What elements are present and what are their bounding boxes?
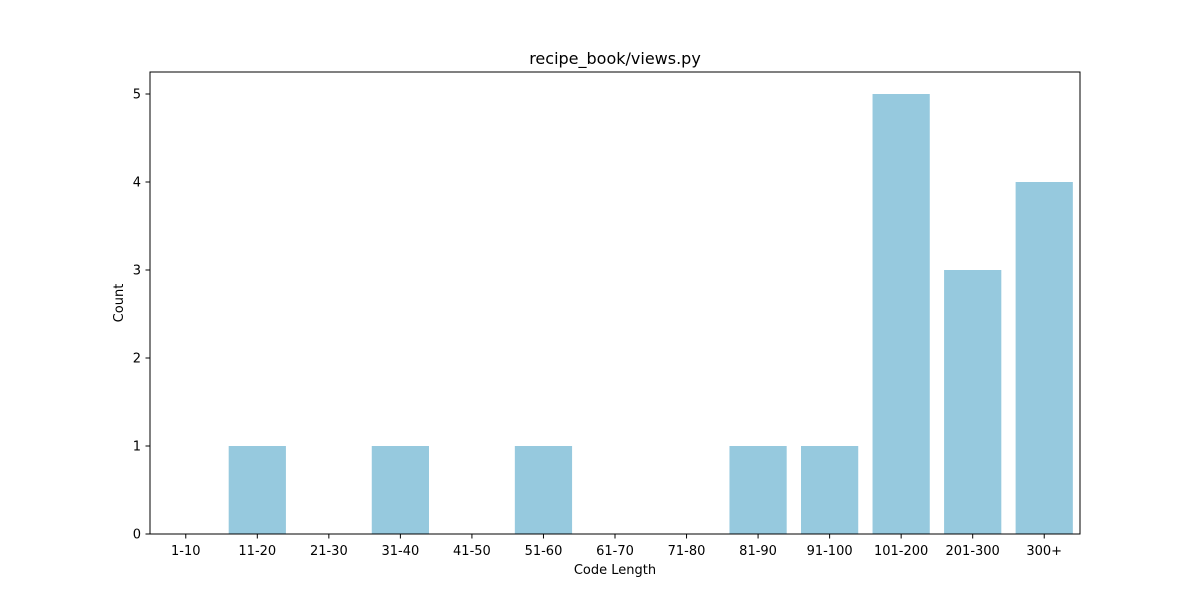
y-axis-label: Count [112, 284, 127, 323]
x-tick-label: 91-100 [807, 544, 853, 559]
x-tick-label: 101-200 [874, 544, 928, 559]
bar-91-100 [801, 446, 859, 534]
bar-101-200 [872, 94, 930, 534]
x-tick-label: 31-40 [381, 544, 419, 559]
bars-layer [228, 94, 1073, 534]
y-tick-label: 1 [133, 440, 141, 455]
x-tick-label: 11-20 [238, 544, 276, 559]
y-tick-label: 2 [133, 352, 141, 367]
x-tick-label: 201-300 [946, 544, 1000, 559]
x-tick-label: 81-90 [739, 544, 777, 559]
x-tick-label: 300+ [1026, 544, 1062, 559]
bar-51-60 [514, 446, 573, 534]
y-axis: 0 1 2 3 4 5 [133, 88, 150, 543]
bar-201-300 [944, 270, 1002, 534]
x-tick-label: 41-50 [453, 544, 491, 559]
chart-title: recipe_book/views.py [529, 49, 701, 69]
x-tick-label: 1-10 [171, 544, 201, 559]
y-tick-label: 5 [133, 88, 141, 103]
y-tick-label: 4 [133, 176, 141, 191]
x-tick-label: 51-60 [525, 544, 563, 559]
plot-area-frame [149, 71, 1081, 535]
bar-11-20 [228, 446, 286, 534]
bar-300+ [1015, 182, 1073, 534]
y-tick-label: 0 [133, 528, 141, 543]
bar-31-40 [371, 446, 429, 534]
x-tick-label: 21-30 [310, 544, 348, 559]
x-tick-label: 71-80 [668, 544, 706, 559]
y-tick-label: 3 [133, 264, 141, 279]
x-tick-label: 61-70 [596, 544, 634, 559]
x-axis: 1-10 11-20 21-30 31-40 41-50 51-60 61-70 71-80 8… [171, 534, 1062, 559]
x-axis-label: Code Length [574, 563, 656, 578]
bar-81-90 [729, 446, 787, 534]
